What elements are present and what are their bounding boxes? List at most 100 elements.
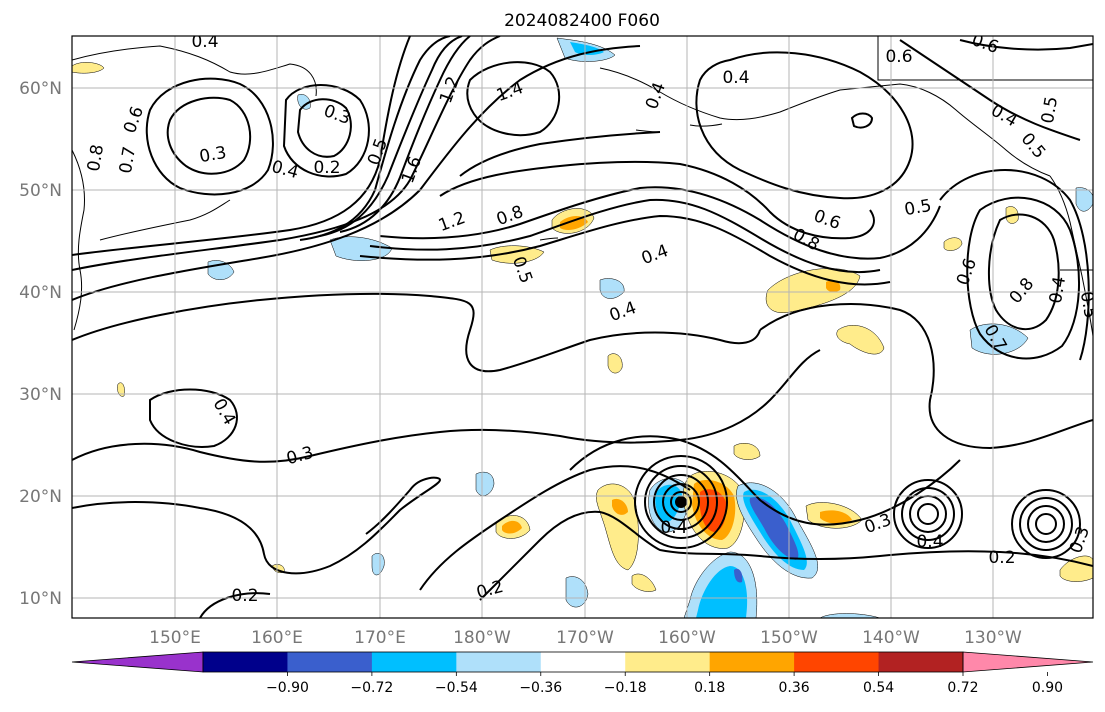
contour-ring — [1027, 505, 1065, 543]
lon-tick-label: 170°W — [556, 628, 614, 648]
shade-patch — [371, 553, 385, 576]
contour-value-label: 0.8 — [84, 143, 108, 173]
contour-line — [72, 45, 641, 301]
contour-value-label: 0.4 — [1046, 275, 1070, 305]
lon-tick-label: 180°W — [453, 628, 511, 648]
contour-ring — [634, 455, 728, 549]
colorbar-tick-label: −0.90 — [266, 680, 309, 696]
shade-patch — [733, 443, 761, 460]
colorbar-tick-label: 0.18 — [694, 680, 725, 696]
contour-line — [282, 84, 370, 178]
colorbar-segment — [540, 652, 626, 672]
colorbar-segment — [794, 652, 880, 672]
coastline — [72, 149, 85, 331]
contour-value-label: 0.2 — [988, 548, 1015, 568]
shading-layer — [72, 37, 1093, 618]
contour-value-label: 0.5 — [903, 196, 933, 220]
lat-tick-label: 60°N — [19, 79, 62, 99]
contour-line — [72, 476, 442, 575]
shade-patch — [72, 62, 105, 74]
shade-patch — [565, 576, 589, 608]
contour-line — [759, 303, 1093, 450]
lon-tick-label: 150°W — [760, 628, 818, 648]
contour-line — [296, 98, 352, 158]
contour-ring — [1019, 497, 1073, 551]
colorbar-tick-label: 0.54 — [863, 680, 894, 696]
shade-patch — [969, 323, 1029, 355]
shade-patch — [696, 566, 748, 618]
shade-patch — [612, 498, 628, 515]
contour-ring — [917, 503, 939, 525]
lon-tick-label: 160°W — [658, 628, 716, 648]
contour-ring — [901, 487, 955, 541]
longitude-labels: 150°E 160°E 170°E 180°W 170°W 160°W 150°W 140°W… — [149, 628, 1022, 648]
contour-line — [466, 61, 560, 137]
lat-tick-label: 20°N — [19, 487, 62, 507]
colorbar: −0.90 −0.72 −0.54 −0.36 −0.18 0.18 0.36 0.54 0.7… — [71, 651, 1094, 696]
colorbar-segment — [203, 652, 288, 672]
coastline — [599, 67, 1051, 177]
colorbar-extend-low — [71, 651, 204, 673]
shade-patch — [820, 510, 852, 524]
plot-title: 2024082400 F060 — [504, 11, 660, 31]
colorbar-segment — [625, 652, 711, 672]
contour-line — [899, 39, 1081, 141]
island-chain — [689, 123, 723, 127]
lon-tick-label: 160°E — [251, 628, 303, 648]
lat-tick-label: 30°N — [19, 385, 62, 405]
colorbar-tick-label: −0.72 — [350, 680, 393, 696]
shade-patch — [749, 497, 799, 560]
lat-tick-label: 50°N — [19, 181, 62, 201]
contour-line — [72, 349, 821, 463]
contour-ring — [1035, 513, 1057, 535]
contour-ring — [644, 465, 718, 539]
lon-tick-label: 140°W — [862, 628, 920, 648]
contour-ring — [1011, 489, 1081, 559]
shade-patch — [560, 216, 588, 230]
contour-ring — [670, 491, 692, 513]
contour-value-label: 0.5 — [1076, 290, 1100, 320]
contour-line — [72, 292, 761, 373]
contour-line — [369, 198, 881, 274]
contour-value-label: 0.2 — [313, 158, 340, 178]
contour-value-label: 0.3 — [198, 143, 228, 167]
shade-patch — [117, 382, 125, 397]
contour-value-label: 0.4 — [191, 32, 218, 52]
colorbar-extend-high — [962, 651, 1094, 673]
contour-line — [72, 36, 411, 256]
gridlines — [72, 36, 1093, 618]
contour-line — [149, 388, 238, 448]
latitude-labels: 60°N 50°N 40°N 30°N 20°N 10°N — [19, 79, 62, 609]
shade-patch — [734, 568, 743, 583]
coastline — [99, 199, 231, 241]
shade-patch — [502, 520, 522, 534]
contour-line — [439, 160, 875, 240]
contour-line — [339, 36, 471, 233]
coastline — [72, 45, 317, 97]
colorbar-tick-label: −0.18 — [604, 680, 647, 696]
contour-line — [379, 186, 941, 260]
shade-patch — [489, 245, 545, 264]
colorbar-tick-label: 0.36 — [779, 680, 810, 696]
shade-patch — [1059, 555, 1093, 582]
colorbar-segment — [456, 652, 542, 672]
contour-value-label: 0.4 — [722, 68, 749, 88]
map-frame — [71, 35, 1094, 619]
contour-line — [145, 77, 274, 196]
shade-patch — [836, 325, 885, 355]
lat-tick-label: 10°N — [19, 589, 62, 609]
colorbar-segment — [709, 652, 795, 672]
contour-line — [959, 39, 1093, 51]
contour-line — [850, 112, 874, 129]
colorbar-tick-label: −0.54 — [435, 680, 478, 696]
shade-patch — [596, 483, 639, 571]
shade-patch — [765, 268, 861, 314]
colorbar-segment — [371, 652, 457, 672]
contour-line — [966, 196, 1081, 360]
contour-value-label: 0.6 — [885, 47, 912, 67]
contour-ring — [893, 479, 963, 549]
colorbar-segment — [878, 652, 964, 672]
lon-tick-label: 130°W — [964, 628, 1022, 648]
